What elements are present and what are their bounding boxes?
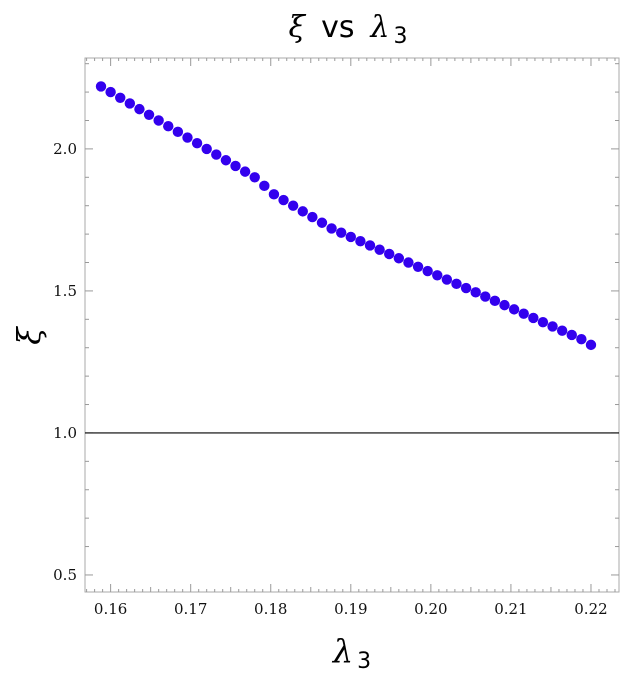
data-point <box>566 329 577 341</box>
data-point <box>518 308 529 319</box>
title-symbol-2: λ <box>369 10 389 45</box>
data-point <box>278 194 289 206</box>
data-point <box>297 206 308 217</box>
data-point <box>105 86 116 98</box>
data-point <box>220 155 232 166</box>
data-point <box>211 149 222 160</box>
data-point <box>230 160 241 172</box>
data-point <box>480 291 491 302</box>
data-point <box>134 103 145 115</box>
x-tick-labels: 0.16 0.17 0.18 0.19 0.20 0.21 0.22 <box>94 600 608 618</box>
x-axis-label: λ 3 <box>331 632 371 674</box>
x-axis-sub: 3 <box>357 649 371 674</box>
data-point <box>182 132 193 143</box>
data-point <box>547 321 558 332</box>
y-tick-labels: 0.5 1.0 1.5 2.0 <box>53 140 77 584</box>
data-point <box>335 227 347 238</box>
plot-frame <box>84 57 620 593</box>
data-point <box>326 223 337 234</box>
data-point <box>537 316 549 328</box>
y-tick-label: 2.0 <box>53 140 77 158</box>
data-point <box>489 295 501 307</box>
x-tick-label: 0.18 <box>254 600 287 618</box>
data-point <box>268 189 280 200</box>
data-point <box>364 240 376 251</box>
data-point <box>163 120 174 132</box>
y-tick-label: 1.5 <box>53 282 77 300</box>
title-connector: vs <box>321 10 354 45</box>
data-point <box>470 287 481 298</box>
points-layer <box>95 81 597 351</box>
data-point <box>143 109 155 121</box>
x-axis-symbol: λ <box>331 632 353 670</box>
y-axis-label: ξ <box>10 326 48 345</box>
data-point <box>316 217 328 228</box>
data-point <box>508 304 520 315</box>
title-symbol-2-sub: 3 <box>393 24 407 49</box>
data-point <box>172 126 184 138</box>
x-tick-label: 0.22 <box>574 600 607 618</box>
data-point <box>259 180 270 192</box>
data-point <box>422 265 433 277</box>
data-point <box>374 244 385 255</box>
x-tick-label: 0.17 <box>174 600 207 618</box>
data-point <box>576 334 587 345</box>
x-tick-label: 0.21 <box>494 600 527 618</box>
data-point <box>528 312 539 324</box>
data-point <box>412 261 424 272</box>
data-point <box>499 299 510 311</box>
chart-title: ξ vs λ 3 <box>289 10 408 49</box>
x-tick-label: 0.20 <box>414 600 447 618</box>
x-tick-label: 0.16 <box>94 600 127 618</box>
data-point <box>355 236 366 247</box>
title-symbol: ξ <box>289 10 307 45</box>
data-point <box>403 257 414 268</box>
data-point <box>287 200 299 211</box>
data-point <box>201 143 212 155</box>
data-point <box>249 172 260 183</box>
data-point <box>393 253 405 264</box>
data-point <box>460 282 472 294</box>
data-point <box>345 231 356 243</box>
data-point <box>307 211 318 223</box>
y-tick-label: 0.5 <box>53 566 77 584</box>
data-point <box>441 274 453 285</box>
data-point <box>153 115 164 126</box>
data-point <box>432 270 443 281</box>
data-point <box>95 81 107 92</box>
x-tick-label: 0.19 <box>334 600 367 618</box>
data-point <box>451 278 462 290</box>
data-point <box>585 339 597 351</box>
data-point <box>384 248 395 260</box>
data-point <box>115 92 126 103</box>
data-point <box>556 325 568 336</box>
y-tick-label: 1.0 <box>53 424 77 442</box>
data-point <box>239 166 251 177</box>
data-point <box>191 138 203 149</box>
data-point <box>124 98 136 109</box>
